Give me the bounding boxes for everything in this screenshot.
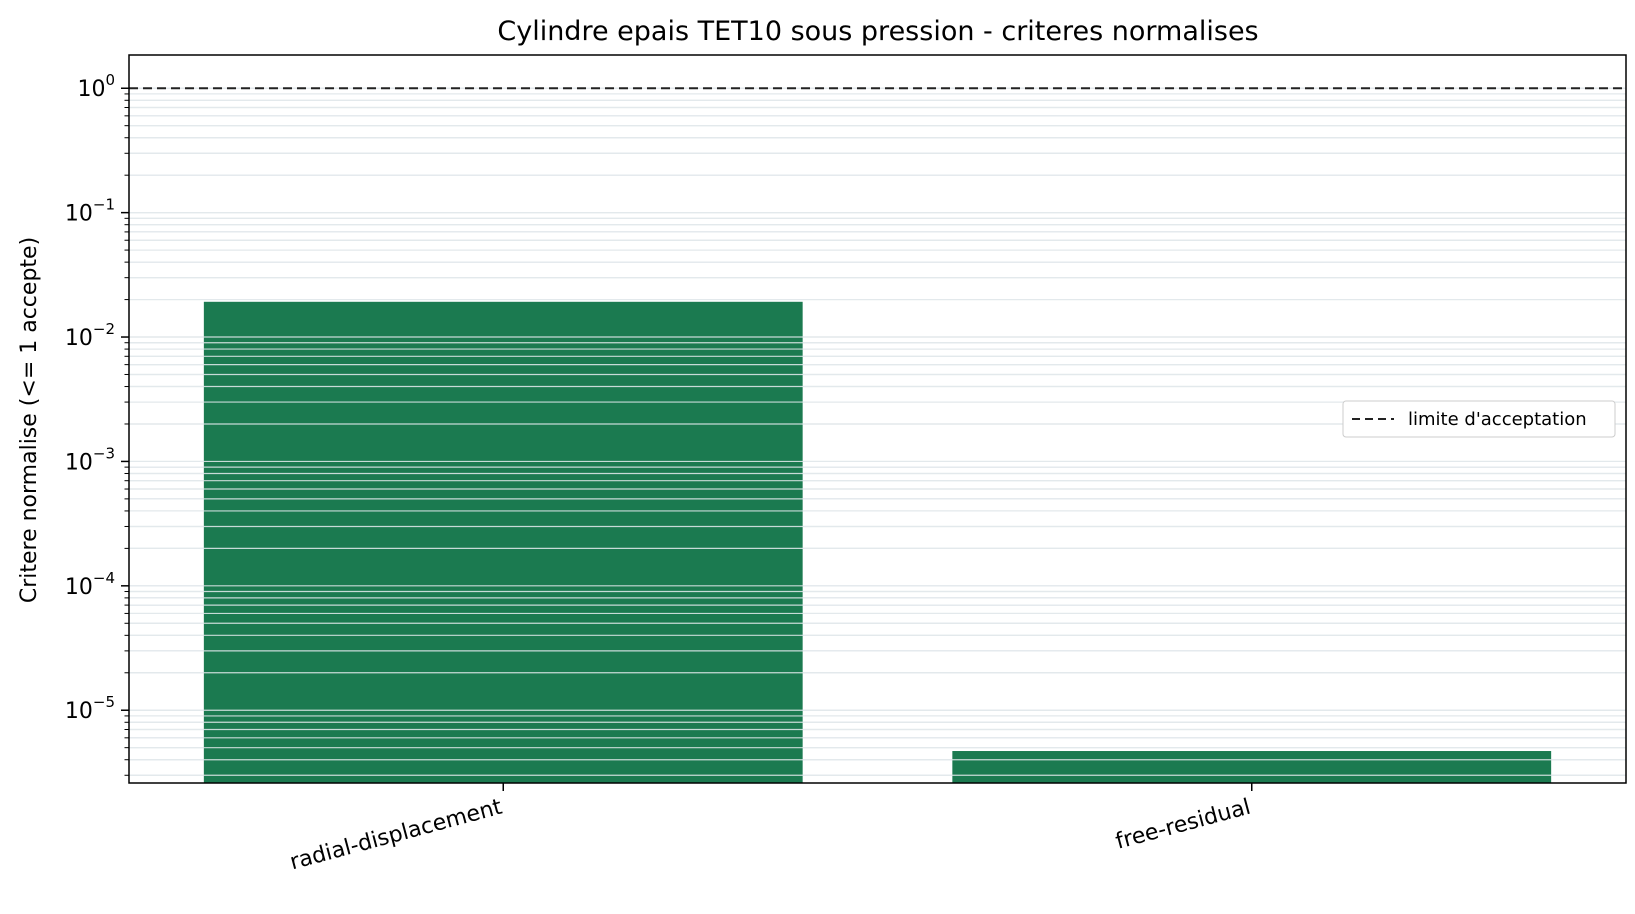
bar-free-residual [952, 751, 1552, 783]
y-tick-label: 10−5 [65, 693, 115, 724]
legend-box [1342, 400, 1616, 438]
y-tick-label: 10−4 [65, 569, 115, 600]
y-axis-label: Critere normalise (<= 1 accepte) [17, 237, 42, 603]
y-tick-label: 10−3 [65, 444, 115, 475]
overlay-layer [129, 87, 1626, 776]
bar-radial-displacement [203, 301, 803, 783]
plot-frame [128, 54, 1627, 784]
bars-layer [203, 301, 1552, 783]
y-tick-label: 10−2 [65, 320, 115, 351]
legend-entry-reference: limite d'acceptation [1408, 409, 1587, 430]
x-tick-label: radial-displacement [287, 795, 505, 876]
x-tick-label: free-residual [1113, 795, 1253, 855]
y-tick-label: 10−1 [65, 196, 115, 227]
y-tick-label: 100 [77, 71, 115, 102]
chart-title: Cylindre epais TET10 sous pression - cri… [497, 16, 1258, 47]
legend: limite d'acceptation [1342, 400, 1616, 438]
